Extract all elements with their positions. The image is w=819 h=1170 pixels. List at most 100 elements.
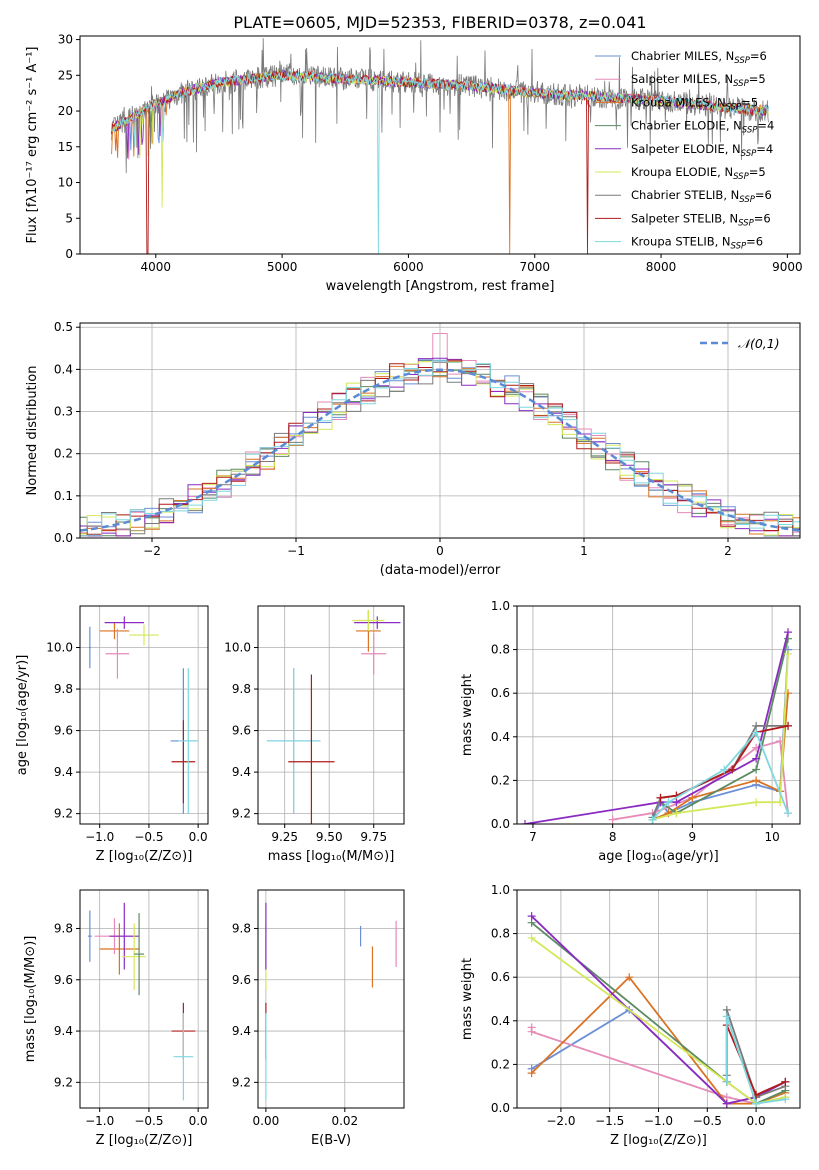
weight-marker <box>722 1077 731 1086</box>
legend-entry: Chabrier MILES, NSSP=6 <box>631 49 767 66</box>
axes-frame <box>79 889 209 1109</box>
weight-marker <box>781 1077 790 1086</box>
panel-mass-vs-Z: −1.0 −0.5 0.0 9.2 9.4 9.6 9.8 Z [log₁₀(Z/Z⊙)] ma… <box>23 889 209 1148</box>
x-axis-label: mass [log₁₀(M/M⊙)] <box>268 849 395 864</box>
y-tick-label: 9.8 <box>232 682 251 696</box>
y-tick-label: 9.4 <box>54 765 73 779</box>
weight-marker <box>728 765 737 774</box>
weight-marker <box>520 820 529 824</box>
y-tick-label: 9.6 <box>232 724 251 738</box>
x-tick-label: −0.5 <box>134 1114 163 1128</box>
x-tick-label: 9.50 <box>316 830 343 844</box>
y-tick-label: 25 <box>58 68 73 82</box>
y-tick-label: 0.2 <box>491 1057 510 1071</box>
x-tick-label: 9 <box>689 830 697 844</box>
x-tick-label: 1 <box>580 544 588 558</box>
y-tick-label: 0 <box>65 247 73 261</box>
y-tick-label: 15 <box>58 140 73 154</box>
y-tick-label: 0.2 <box>54 447 73 461</box>
weight-marker <box>752 798 761 807</box>
x-tick-label: 0.0 <box>189 830 208 844</box>
weight-marker <box>776 798 785 807</box>
y-tick-label: 30 <box>58 33 73 47</box>
y-tick-label: 5 <box>65 211 73 225</box>
panel-mass-vs-EBV: 0.00 0.02 9.2 9.4 9.6 9.8 E(B-V) <box>232 889 405 1148</box>
weight-marker <box>625 973 634 982</box>
plot-area <box>88 616 199 814</box>
x-axis-label: (data-model)/error <box>380 563 501 578</box>
weight-line-0 <box>651 649 789 820</box>
histogram-7 <box>80 359 800 537</box>
y-tick-label: 9.2 <box>54 807 73 821</box>
x-tick-label: 4000 <box>141 260 172 274</box>
x-tick-label: 9000 <box>772 260 803 274</box>
x-tick-label: 9.75 <box>360 830 387 844</box>
plot-area <box>265 902 397 1101</box>
x-tick-label: 7 <box>529 830 537 844</box>
x-tick-label: −2.0 <box>546 1114 575 1128</box>
y-axis-label: mass [log₁₀(M/M⊙)] <box>23 936 38 1063</box>
weight-marker <box>752 776 761 785</box>
plot-area <box>266 610 401 824</box>
y-tick-label: 0.3 <box>54 405 73 419</box>
x-tick-label: 2 <box>724 544 732 558</box>
y-tick-label: 9.6 <box>54 724 73 738</box>
weight-marker <box>527 1069 536 1078</box>
y-tick-label: 0.2 <box>491 773 510 787</box>
x-tick-label: −1.0 <box>644 1114 673 1128</box>
weight-marker <box>752 754 761 763</box>
weight-marker <box>784 809 793 818</box>
x-tick-label: −0.5 <box>693 1114 722 1128</box>
x-tick-label: 0.0 <box>747 1114 766 1128</box>
histogram-8 <box>80 360 800 537</box>
weight-marker <box>648 815 657 824</box>
plot-area <box>80 333 800 537</box>
legend-entry: Kroupa MILES, NSSP=5 <box>631 95 758 112</box>
x-tick-label: −2 <box>143 544 161 558</box>
weight-marker <box>784 628 793 637</box>
legend-entry: 𝒩(0,1) <box>738 336 780 351</box>
y-tick-label: 0.0 <box>491 817 510 831</box>
y-tick-label: 9.6 <box>54 973 73 987</box>
weight-marker <box>527 1027 536 1036</box>
panel-age-vs-Z: −1.0 −0.5 0.0 9.2 9.4 9.6 9.8 10.0 Z [log₁₀(Z/Z⊙… <box>15 605 209 864</box>
x-tick-label: 8 <box>609 830 617 844</box>
x-tick-label: 8000 <box>646 260 677 274</box>
y-axis-label: Normed distribution <box>25 366 40 496</box>
spectrum-line-7 <box>111 70 769 254</box>
x-tick-label: −1.0 <box>85 830 114 844</box>
legend-entry: Salpeter STELIB, NSSP=6 <box>631 211 771 228</box>
y-tick-label: 0.6 <box>491 970 510 984</box>
y-tick-label: 9.6 <box>232 973 251 987</box>
weight-marker <box>656 793 665 802</box>
histogram-0 <box>80 359 800 537</box>
y-tick-label: 0.8 <box>491 643 510 657</box>
weight-marker <box>784 721 793 730</box>
y-tick-label: 9.8 <box>232 921 251 935</box>
x-tick-label: 7000 <box>519 260 550 274</box>
x-tick-label: 0 <box>436 544 444 558</box>
histogram-6 <box>80 361 800 537</box>
x-tick-label: −1.5 <box>595 1114 624 1128</box>
weight-marker <box>720 765 729 774</box>
figure-title: PLATE=0605, MJD=52353, FIBERID=0378, z=0… <box>233 13 646 32</box>
x-tick-label: 6000 <box>393 260 424 274</box>
y-tick-label: 0.0 <box>491 1101 510 1115</box>
spectrum-line-8 <box>111 70 769 254</box>
y-tick-label: 9.2 <box>54 1075 73 1089</box>
legend-entry: Chabrier ELODIE, NSSP=4 <box>631 119 774 136</box>
y-tick-label: 9.8 <box>54 682 73 696</box>
plot-layer: 4000 5000 6000 7000 8000 9000051015202530wave… <box>15 33 803 1148</box>
weight-marker <box>752 728 761 737</box>
y-tick-label: 0.1 <box>54 489 73 503</box>
x-tick-label: 10 <box>764 830 779 844</box>
y-tick-label: 9.2 <box>232 1075 251 1089</box>
plot-area <box>527 912 790 1108</box>
weight-marker <box>784 649 793 658</box>
weight-marker <box>527 933 536 942</box>
y-tick-label: 0.5 <box>54 320 73 334</box>
y-axis-label: Flux [fλ10⁻¹⁷ erg cm⁻² s⁻¹ A⁻¹] <box>25 47 40 244</box>
y-tick-label: 1.0 <box>491 599 510 613</box>
y-axis-label: mass weight <box>460 958 475 1040</box>
y-axis-label: age [log₁₀(age/yr)] <box>15 655 30 776</box>
